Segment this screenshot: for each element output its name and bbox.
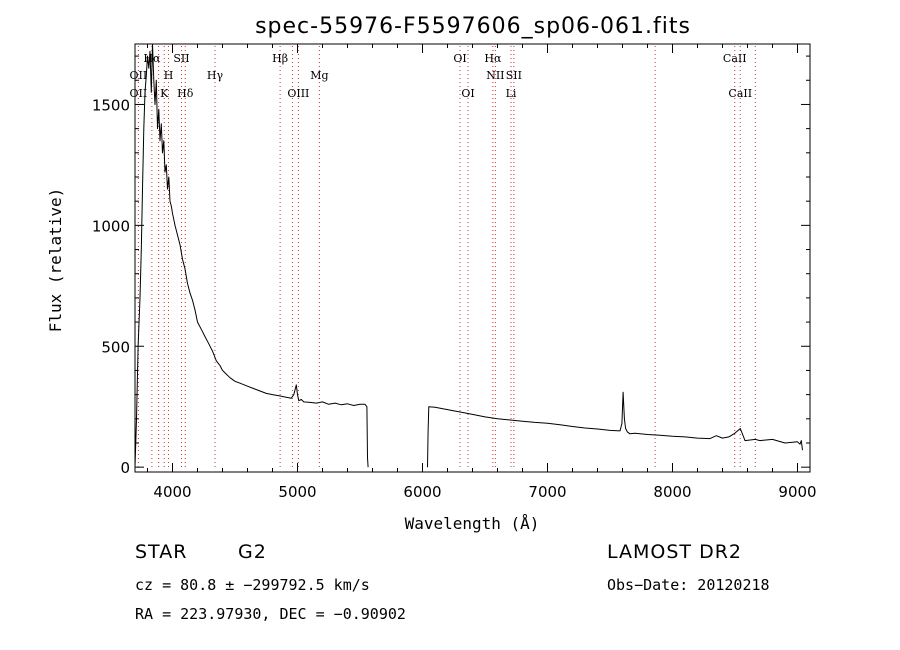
line-markers — [137, 46, 756, 470]
x-tick-label: 8000 — [653, 483, 691, 501]
coordinates: RA = 223.97930, DEC = −0.90902 — [135, 605, 406, 623]
object-subclass: G2 — [238, 541, 267, 563]
line-label: OIII — [287, 87, 309, 100]
line-label: OII — [130, 69, 148, 82]
line-label: OI — [453, 52, 466, 65]
line-label: NII — [486, 69, 504, 82]
line-label: CaII — [723, 52, 747, 65]
y-tick-label: 0 — [120, 459, 130, 477]
spectrum-line — [427, 391, 803, 468]
observation-date: Obs−Date: 20120218 — [607, 576, 770, 594]
y-tick-label: 500 — [101, 338, 130, 356]
x-tick-label: 6000 — [403, 483, 441, 501]
x-tick-label: 5000 — [278, 483, 316, 501]
axes: 4000 5000 6000 7000 8000 9000 0 500 1000 1500 — [92, 43, 817, 501]
line-label: Mg — [310, 69, 328, 82]
line-label: SII — [506, 69, 522, 82]
line-label: Li — [506, 87, 517, 100]
spectrum-line — [134, 43, 369, 468]
spectrum-series — [134, 43, 803, 468]
line-label: Hα — [484, 52, 502, 65]
x-tick-label: 4000 — [153, 483, 191, 501]
line-label: Hδ — [177, 87, 194, 100]
survey-name: LAMOST DR2 — [607, 541, 742, 563]
x-tick-label: 7000 — [528, 483, 566, 501]
line-label: Hγ — [207, 69, 224, 82]
x-tick-label: 9000 — [778, 483, 816, 501]
line-label: H — [164, 69, 174, 82]
line-label: SII — [173, 52, 189, 65]
y-tick-label: 1500 — [92, 96, 130, 114]
line-label: OII — [130, 87, 148, 100]
plot-frame — [134, 43, 811, 473]
y-axis-label: Flux (relative) — [46, 188, 65, 333]
line-label: Hβ — [272, 52, 288, 65]
line-label: OI — [461, 87, 474, 100]
y-tick-label: 1000 — [92, 217, 130, 235]
x-axis-label: Wavelength (Å) — [405, 514, 540, 533]
redshift-info: cz = 80.8 ± −299792.5 km/s — [135, 576, 370, 594]
line-label: CaII — [728, 87, 752, 100]
line-label: K — [160, 87, 169, 100]
object-class: STAR — [135, 541, 188, 563]
chart-title: spec-55976-F5597606_sp06-061.fits — [255, 14, 691, 39]
